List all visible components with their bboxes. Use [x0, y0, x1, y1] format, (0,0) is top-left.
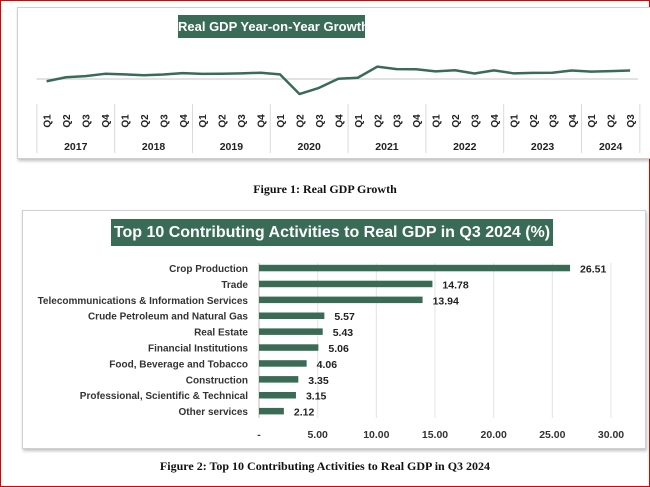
quarter-label: Q3 — [393, 114, 404, 128]
quarter-label: Q3 — [315, 114, 326, 128]
quarter-label: Q2 — [295, 114, 306, 128]
quarter-label: Q3 — [548, 114, 559, 128]
chart-title: Top 10 Contributing Activities to Real G… — [111, 219, 553, 246]
x-tick-label: - — [257, 429, 261, 441]
category-label: Professional, Scientific & Technical — [80, 391, 248, 402]
quarter-label: Q3 — [471, 114, 482, 128]
quarter-label: Q2 — [218, 114, 229, 128]
bar — [259, 264, 571, 272]
year-label: 2018 — [142, 141, 166, 153]
quarter-label: Q4 — [490, 114, 501, 128]
quarter-label: Q1 — [432, 114, 443, 128]
quarter-label: Q4 — [179, 114, 190, 128]
x-tick-label: 10.00 — [363, 429, 389, 441]
value-label: 5.43 — [333, 327, 354, 339]
value-label: 26.51 — [580, 264, 606, 276]
line-chart-svg: Q1 Q2 Q3 Q4 2017 Q1 Q2 Q3 Q4 2018 Q1 Q2 Q3 Q4 2019 Q1 Q2… — [36, 65, 641, 153]
quarter-label: Q3 — [159, 114, 170, 128]
category-label: Food, Beverage and Tobacco — [109, 359, 248, 370]
value-label: 5.06 — [328, 343, 349, 355]
bar — [259, 392, 296, 399]
figure2-caption: Figure 2: Top 10 Contributing Activities… — [159, 459, 491, 473]
quarter-label: Q3 — [82, 114, 93, 128]
quarter-label: Q2 — [607, 114, 618, 128]
quarter-label: Q2 — [529, 114, 540, 128]
year-label: 2020 — [297, 141, 321, 153]
category-label: Telecommunications & Information Service… — [38, 296, 249, 307]
bar — [259, 344, 319, 351]
bar — [259, 312, 325, 319]
category-label: Crop Production — [169, 264, 248, 275]
category-label: Real Estate — [194, 328, 248, 339]
year-label: 2022 — [453, 141, 477, 153]
bar — [259, 296, 423, 304]
gdp-growth-chart: Real GDP Year-on-Year Growth (%) Q1 Q2 Q3 Q… — [17, 7, 650, 159]
quarter-label: Q4 — [568, 114, 579, 128]
category-label: Construction — [186, 375, 248, 386]
quarter-label: Q4 — [334, 114, 345, 128]
quarter-label: Q1 — [509, 114, 520, 128]
quarter-label: Q1 — [120, 114, 131, 128]
value-label: 2.12 — [294, 407, 315, 419]
figure1-caption: Figure 1: Real GDP Growth — [253, 182, 397, 196]
value-label: 5.57 — [334, 311, 355, 323]
bar — [259, 407, 284, 415]
x-tick-label: 20.00 — [481, 429, 507, 441]
year-label: 2023 — [531, 141, 555, 153]
quarter-label: Q4 — [412, 114, 423, 128]
bar — [259, 280, 433, 288]
gdp-growth-line — [46, 65, 631, 96]
bar — [259, 376, 299, 383]
value-label: 14.78 — [442, 279, 468, 291]
category-label: Trade — [221, 280, 248, 291]
year-label: 2017 — [64, 141, 88, 153]
chart-title: Real GDP Year-on-Year Growth (%) — [178, 15, 393, 38]
top10-activities-chart: Top 10 Contributing Activities to Real G… — [22, 210, 646, 449]
quarter-label: Q2 — [62, 114, 73, 128]
quarter-label: Q3 — [237, 114, 248, 128]
quarter-label: Q1 — [354, 114, 365, 128]
quarter-label: Q2 — [451, 114, 462, 128]
quarter-label: Q1 — [198, 114, 209, 128]
x-tick-label: 5.00 — [307, 429, 328, 441]
category-label: Financial Institutions — [148, 344, 248, 355]
value-label: 3.35 — [308, 375, 329, 387]
category-label: Other services — [179, 407, 249, 418]
x-tick-label: 15.00 — [422, 429, 448, 441]
quarter-label: Q1 — [276, 114, 287, 128]
bar-chart-svg: - 5.00 10.00 15.00 20.00 25.00 30.00 Crop Produ… — [38, 263, 624, 441]
x-tick-label: 30.00 — [598, 429, 624, 441]
year-label: 2024 — [599, 141, 623, 153]
value-label: 4.06 — [317, 359, 338, 371]
quarter-label: Q1 — [587, 114, 598, 128]
quarter-label: Q4 — [101, 114, 112, 128]
quarter-label: Q3 — [626, 114, 637, 128]
quarter-label: Q4 — [257, 114, 268, 128]
quarter-label: Q1 — [43, 114, 54, 128]
x-tick-label: 25.00 — [539, 429, 565, 441]
year-label: 2019 — [220, 141, 244, 153]
bar — [259, 360, 307, 367]
quarter-label: Q2 — [140, 114, 151, 128]
bar — [259, 328, 323, 335]
value-label: 3.15 — [306, 391, 327, 403]
quarter-label: Q2 — [373, 114, 384, 128]
year-label: 2021 — [375, 141, 399, 153]
category-label: Crude Petroleum and Natural Gas — [88, 312, 248, 323]
value-label: 13.94 — [433, 295, 459, 307]
